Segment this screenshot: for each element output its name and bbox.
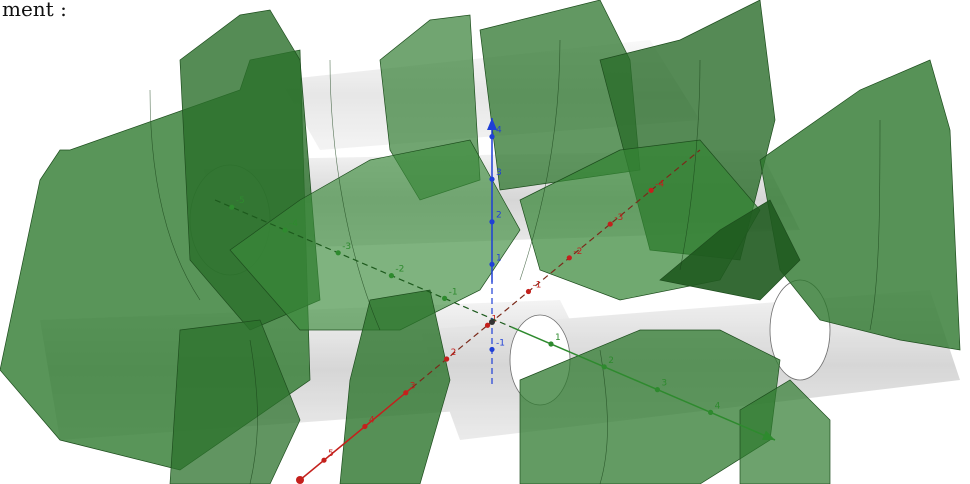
x-axis-tick	[607, 221, 613, 227]
origin-point	[489, 319, 495, 325]
z-axis-tick-label: 1	[496, 253, 502, 263]
y-axis-tick	[548, 341, 554, 347]
x-axis-tick-label: -2	[573, 247, 582, 257]
y-axis-tick-label: 3	[661, 379, 667, 389]
y-axis-tick	[388, 273, 394, 279]
y-axis-tick	[282, 227, 288, 233]
y-axis-tick-label: -2	[395, 265, 404, 275]
y-axis-tick-label: 1	[555, 333, 561, 343]
y-axis-tick-label: 2	[608, 356, 614, 366]
x-axis-tick	[648, 187, 654, 193]
x-axis-tick	[484, 322, 491, 328]
z-axis-arrow	[487, 118, 497, 130]
x-axis-tick-label: 2	[451, 348, 457, 358]
y-axis-tick	[335, 250, 341, 256]
x-axis-tick-label: -3	[614, 213, 623, 223]
z-axis-tick	[489, 346, 495, 353]
y-axis-tick	[654, 387, 661, 393]
x-axis-tick	[525, 288, 532, 295]
y-axis-tick	[229, 204, 235, 210]
y-axis-tick-label: -3	[342, 242, 351, 252]
y-axis-tick-label: 4	[715, 401, 721, 411]
z-axis-tick-label: -1	[496, 338, 505, 348]
caption-fragment: ment :	[2, 0, 67, 21]
x-axis-tick	[403, 390, 409, 396]
z-axis-tick-label: 3	[496, 168, 502, 178]
y-axis-solid	[511, 326, 776, 441]
z-axis-tick-label: 2	[496, 211, 502, 221]
y-axis-tick-label: -1	[449, 287, 458, 297]
z-axis-tick	[489, 176, 495, 182]
y-axis-tick	[708, 409, 714, 415]
y-axis-tick	[601, 364, 607, 370]
x-axis-tick-label: 5	[328, 449, 334, 459]
z-axis-tick	[489, 134, 495, 140]
y-axis-tick-label: -5	[236, 196, 245, 206]
z-axis-tick-label: 4	[496, 126, 502, 136]
x-axis-tick-label: 4	[369, 415, 375, 425]
x-axis-end-point	[296, 476, 304, 484]
y-axis-arrow	[762, 430, 775, 440]
y-axis-tick-label: -4	[289, 219, 298, 229]
x-axis-tick	[321, 457, 327, 463]
y-axis-tick	[442, 295, 448, 301]
x-axis-tick-label: -4	[655, 179, 664, 189]
x-axis-tick-label: 3	[410, 382, 416, 392]
x-axis-tick	[362, 423, 368, 430]
z-axis-tick	[489, 261, 495, 267]
x-axis-tick	[444, 356, 450, 362]
surface-seam-lines	[149, 39, 881, 484]
y-axis-dashed	[214, 199, 513, 328]
z-axis-tick	[489, 219, 495, 225]
x-axis-tick	[566, 255, 572, 261]
x-axis-solid	[299, 387, 413, 481]
x-axis-tick-label: -1	[532, 281, 541, 291]
